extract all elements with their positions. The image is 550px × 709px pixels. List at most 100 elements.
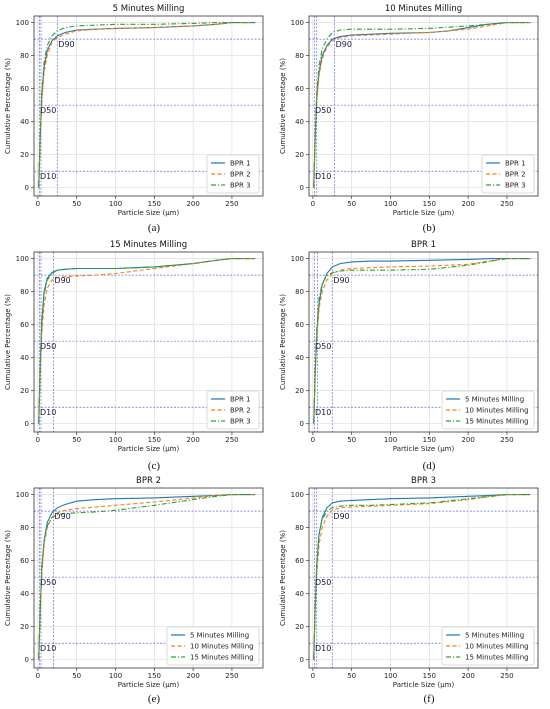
series-line-2 (313, 258, 531, 424)
legend-label-2: 10 Minutes Milling (190, 643, 254, 651)
y-tick-label: 60 (20, 557, 29, 565)
y-tick-label: 100 (16, 255, 29, 263)
x-tick-label: 100 (384, 200, 397, 208)
reference-label-d10: D10 (315, 644, 331, 653)
legend-label-3: 15 Minutes Milling (465, 418, 529, 426)
legend-label-3: BPR 3 (505, 182, 526, 190)
y-tick-label: 100 (291, 255, 304, 263)
series-line-3 (38, 494, 256, 660)
panel-f: 0 50 100 150 200 250 0 20 40 60 80 100 Particle Size… (275, 472, 550, 709)
legend-label-3: BPR 3 (230, 182, 251, 190)
x-tick-label: 200 (461, 200, 474, 208)
reference-label-d90: D90 (333, 512, 349, 521)
y-tick-label: 60 (295, 557, 304, 565)
plot-frame (308, 487, 539, 669)
y-tick-label: 20 (20, 387, 29, 395)
reference-label-d10: D10 (40, 644, 56, 653)
x-tick-label: 0 (36, 672, 40, 680)
x-tick-label: 50 (72, 200, 81, 208)
chart-title: 10 Minutes Milling (385, 4, 462, 14)
x-tick-label: 150 (148, 200, 161, 208)
x-tick-label: 50 (347, 436, 356, 444)
legend-box (206, 154, 260, 194)
series-line-1 (313, 494, 531, 660)
series-line-3 (313, 494, 531, 660)
series-line-3 (313, 258, 531, 424)
legend-label-2: 10 Minutes Milling (465, 407, 529, 415)
y-tick-label: 80 (295, 288, 304, 296)
reference-label-d10: D10 (40, 408, 56, 417)
reference-label-d90: D90 (54, 276, 70, 285)
plot-frame (33, 251, 264, 433)
legend-label-1: 5 Minutes Milling (465, 632, 524, 640)
reference-label-d50: D50 (40, 578, 56, 587)
x-tick-label: 50 (347, 672, 356, 680)
panel-a: 0 50 100 150 200 250 0 20 40 60 80 100 Particle Size… (0, 0, 275, 236)
y-tick-label: 0 (25, 184, 29, 192)
chart-title: 15 Minutes Milling (110, 240, 187, 250)
y-tick-label: 100 (16, 491, 29, 499)
x-tick-label: 200 (186, 436, 199, 444)
plot-frame (308, 15, 539, 197)
x-tick-label: 250 (500, 200, 513, 208)
y-tick-label: 80 (295, 52, 304, 60)
legend-label-3: 15 Minutes Milling (465, 654, 529, 662)
y-axis-label: Cumulative Percentage (%) (4, 530, 12, 626)
x-tick-label: 150 (423, 436, 436, 444)
y-tick-label: 0 (300, 420, 304, 428)
legend-box (481, 154, 535, 194)
legend-box (166, 626, 260, 666)
panel-e: 0 50 100 150 200 250 0 20 40 60 80 100 Particle Size… (0, 472, 275, 709)
y-axis-label: Cumulative Percentage (%) (279, 58, 287, 154)
x-tick-label: 50 (72, 436, 81, 444)
reference-label-d90: D90 (58, 40, 74, 49)
panel-b: 0 50 100 150 200 250 0 20 40 60 80 100 Particle Size… (275, 0, 550, 236)
reference-label-d50: D50 (315, 578, 331, 587)
legend-label-2: BPR 2 (230, 407, 251, 415)
reference-label-d50: D50 (315, 342, 331, 351)
x-axis-label: Particle Size (μm) (118, 209, 180, 217)
x-tick-label: 200 (186, 200, 199, 208)
legend-label-3: BPR 3 (230, 418, 251, 426)
x-tick-label: 150 (423, 200, 436, 208)
reference-label-d10: D10 (315, 172, 331, 181)
y-tick-label: 40 (20, 118, 29, 126)
series-line-3 (38, 22, 256, 188)
x-tick-label: 250 (225, 436, 238, 444)
y-tick-label: 100 (291, 491, 304, 499)
legend-label-1: BPR 1 (230, 160, 251, 168)
x-tick-label: 150 (423, 672, 436, 680)
x-tick-label: 200 (461, 672, 474, 680)
reference-label-d90: D90 (333, 276, 349, 285)
y-tick-label: 80 (295, 524, 304, 532)
x-tick-label: 200 (186, 672, 199, 680)
y-tick-label: 40 (295, 590, 304, 598)
y-tick-label: 100 (16, 19, 29, 27)
reference-label-d50: D50 (40, 342, 56, 351)
plot-frame (308, 251, 539, 433)
legend-box (441, 626, 535, 666)
x-tick-label: 200 (461, 436, 474, 444)
legend-label-1: 5 Minutes Milling (190, 632, 249, 640)
chart-title: BPR 3 (411, 476, 436, 486)
y-tick-label: 80 (20, 288, 29, 296)
y-tick-label: 40 (20, 354, 29, 362)
y-tick-label: 40 (295, 354, 304, 362)
x-axis-label: Particle Size (μm) (393, 445, 455, 453)
x-tick-label: 0 (311, 200, 315, 208)
y-axis-label: Cumulative Percentage (%) (279, 530, 287, 626)
legend-label-2: 10 Minutes Milling (465, 643, 529, 651)
legend-label-2: BPR 2 (505, 171, 526, 179)
legend-box (441, 390, 535, 430)
y-tick-label: 20 (295, 623, 304, 631)
x-tick-label: 100 (384, 436, 397, 444)
x-tick-label: 250 (500, 436, 513, 444)
series-line-2 (313, 494, 531, 660)
caption-c: (c) (147, 460, 161, 472)
reference-label-d50: D50 (315, 106, 331, 115)
panel-d: 0 50 100 150 200 250 0 20 40 60 80 100 Particle Size… (275, 236, 550, 472)
y-tick-label: 60 (295, 321, 304, 329)
